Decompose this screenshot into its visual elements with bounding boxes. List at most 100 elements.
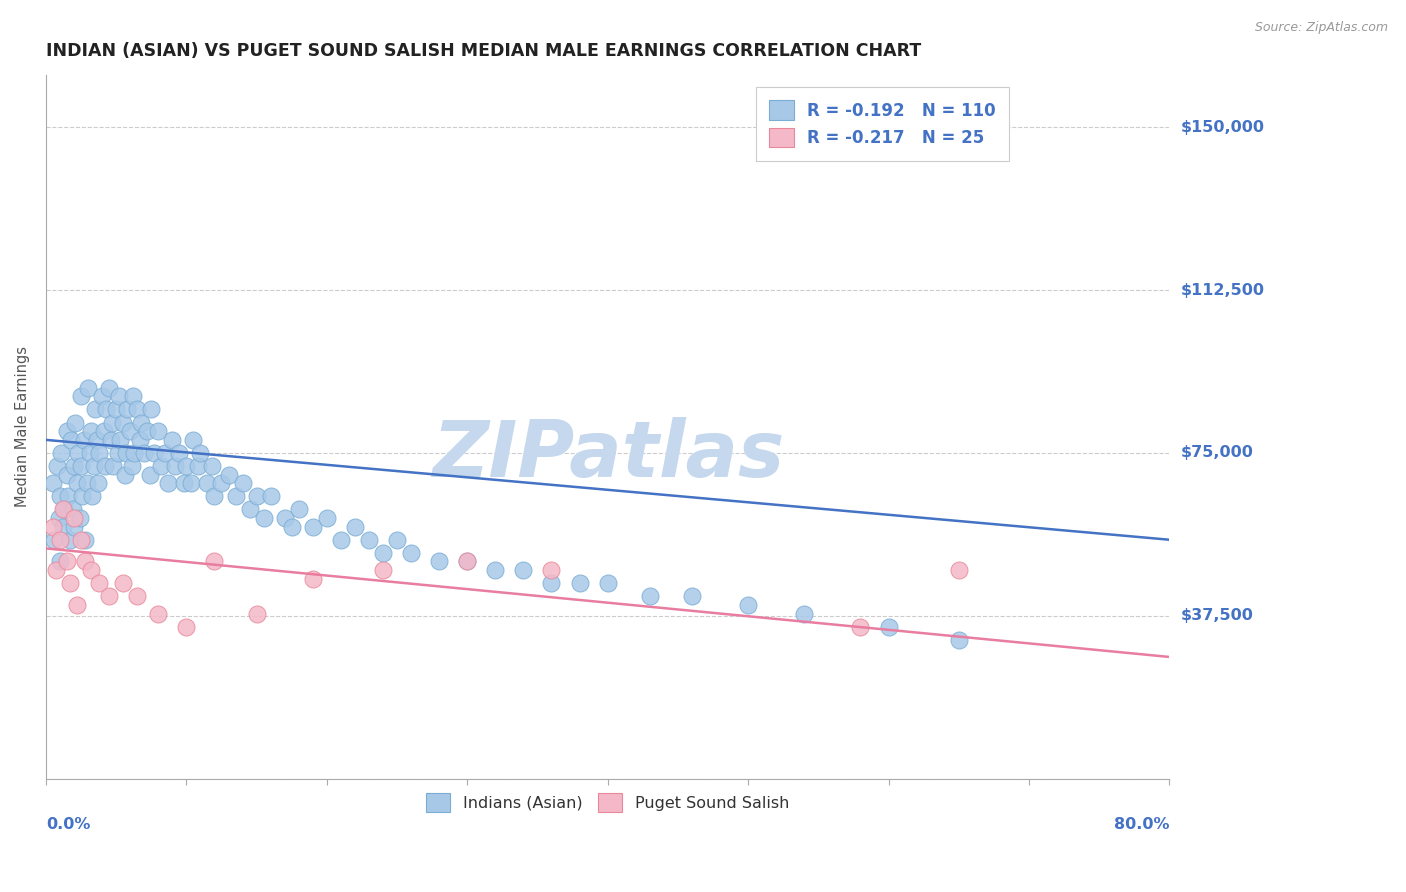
Point (56, 424, 79, 438)
Point (176, 458, 198, 473)
Point (371, 563, 394, 577)
Text: 80.0%: 80.0% (1114, 817, 1170, 832)
Point (121, 458, 143, 473)
Point (42, 519, 65, 533)
Point (103, 458, 125, 473)
Point (596, 576, 619, 591)
Point (66, 476, 89, 491)
Point (73, 433, 96, 447)
Point (148, 607, 170, 621)
Point (86, 433, 108, 447)
Point (87, 476, 110, 491)
Point (58, 489, 80, 503)
Point (75, 533, 97, 547)
Point (96, 402, 118, 417)
Point (385, 533, 408, 547)
Point (512, 563, 534, 577)
Text: 0.0%: 0.0% (46, 817, 90, 832)
Point (134, 446, 156, 460)
Text: $37,500: $37,500 (1181, 608, 1253, 624)
Point (56, 554, 79, 568)
Point (197, 476, 219, 491)
Point (98, 381, 121, 395)
Point (737, 598, 759, 612)
Point (124, 446, 146, 460)
Point (150, 458, 173, 473)
Text: $112,500: $112,500 (1181, 283, 1264, 298)
Point (80, 563, 103, 577)
Point (877, 619, 900, 633)
Point (187, 458, 209, 473)
Point (287, 502, 309, 516)
Point (211, 476, 233, 491)
Point (94, 458, 117, 473)
Point (79, 446, 101, 460)
Point (157, 476, 180, 491)
Point (948, 563, 970, 577)
Point (69, 511, 91, 525)
Text: INDIAN (ASIAN) VS PUGET SOUND SALISH MEDIAN MALE EARNINGS CORRELATION CHART: INDIAN (ASIAN) VS PUGET SOUND SALISH MED… (46, 42, 921, 60)
Point (91, 389, 114, 403)
Point (190, 446, 212, 460)
Point (162, 433, 184, 447)
Point (84, 402, 107, 417)
Point (681, 589, 703, 603)
Point (201, 458, 224, 473)
Point (136, 424, 159, 438)
Point (53, 502, 76, 516)
Text: $150,000: $150,000 (1181, 120, 1264, 135)
Point (253, 511, 276, 525)
Point (117, 402, 139, 417)
Point (89, 446, 111, 460)
Point (59, 533, 82, 547)
Point (315, 511, 337, 525)
Point (76, 476, 98, 491)
Point (63, 519, 86, 533)
Point (127, 402, 149, 417)
Y-axis label: Median Male Earnings: Median Male Earnings (15, 346, 30, 508)
Point (49, 489, 72, 503)
Point (148, 424, 170, 438)
Legend: Indians (Asian), Puget Sound Salish: Indians (Asian), Puget Sound Salish (418, 785, 797, 820)
Point (63, 511, 86, 525)
Point (371, 546, 394, 560)
Point (129, 433, 152, 447)
Point (77, 381, 100, 395)
Point (239, 502, 262, 516)
Point (89, 576, 111, 591)
Point (246, 607, 269, 621)
Point (59, 576, 82, 591)
Point (120, 424, 142, 438)
Point (131, 416, 153, 430)
Point (218, 467, 240, 482)
Point (176, 619, 198, 633)
Point (568, 576, 591, 591)
Point (56, 467, 79, 482)
Point (45, 563, 67, 577)
Point (44, 533, 66, 547)
Point (280, 519, 302, 533)
Point (204, 489, 226, 503)
Point (112, 416, 135, 430)
Point (259, 489, 281, 503)
Point (49, 554, 72, 568)
Point (70, 533, 93, 547)
Point (127, 589, 149, 603)
Point (143, 446, 166, 460)
Point (343, 519, 366, 533)
Point (638, 589, 661, 603)
Point (80, 424, 103, 438)
Point (105, 402, 128, 417)
Text: $75,000: $75,000 (1181, 445, 1253, 460)
Point (72, 489, 94, 503)
Point (112, 576, 135, 591)
Point (427, 554, 450, 568)
Text: ZIPatlas: ZIPatlas (432, 417, 783, 493)
Point (75, 554, 97, 568)
Point (173, 476, 195, 491)
Point (63, 458, 86, 473)
Point (301, 572, 323, 586)
Point (65, 416, 87, 430)
Point (793, 607, 815, 621)
Point (100, 433, 122, 447)
